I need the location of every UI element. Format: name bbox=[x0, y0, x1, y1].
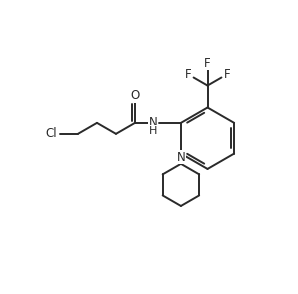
Text: N: N bbox=[176, 151, 185, 164]
Text: F: F bbox=[185, 68, 192, 81]
Text: F: F bbox=[204, 56, 211, 69]
Text: N: N bbox=[148, 116, 157, 129]
Text: H: H bbox=[149, 126, 157, 136]
Text: F: F bbox=[224, 68, 230, 81]
Text: O: O bbox=[130, 89, 139, 102]
Text: Cl: Cl bbox=[45, 127, 57, 140]
